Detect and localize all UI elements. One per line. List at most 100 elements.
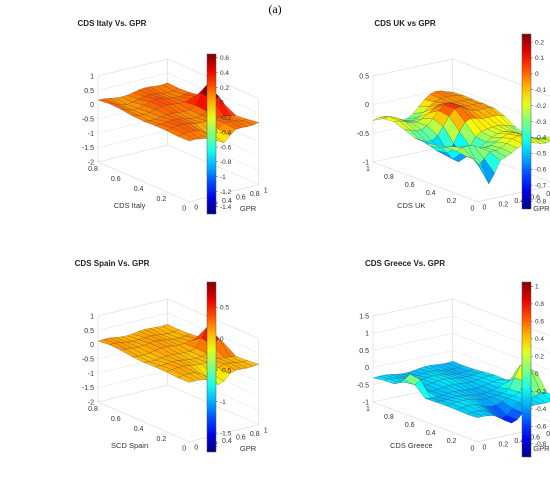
chart-svg-uk: CDS UK vs GPR 0.5 0 -0.5 -11 0.8 0.6 0.4 0.2 0 0 0.… [357, 19, 550, 213]
figure-label: (a) [268, 2, 282, 16]
colorbar-tick-label: 0.4 [535, 336, 544, 343]
y-tick-label: 0.6 [236, 194, 246, 201]
colorbar-tick-label: 0.1 [535, 55, 544, 62]
colorbar-tick-label: -0.2 [535, 389, 547, 396]
colorbar [521, 281, 532, 458]
x-tick-label: 0.6 [111, 176, 121, 183]
z-gridline [97, 144, 259, 185]
surface-patch [466, 412, 484, 418]
colorbar-tick-label: -0.1 [535, 87, 547, 94]
y-axis-label: GPR [240, 204, 257, 213]
colorbar-tick-label: 0.6 [535, 319, 544, 326]
x-tick-label: 1 [366, 166, 370, 173]
chart-svg-spain: CDS Spain Vs. GPR10.50-0.5-1-1.5-20.80.6… [75, 259, 268, 453]
colorbar-tick-label: -1.4 [220, 204, 232, 211]
colorbar-tick-label: 0.5 [220, 304, 229, 311]
y-tick-label: 0.8 [546, 191, 550, 198]
z-gridline [97, 312, 259, 354]
colorbar-tick-label: -1.5 [220, 430, 232, 437]
surface-mesh [372, 360, 550, 424]
z-tick-label: 0 [365, 365, 369, 372]
colorbar-tick-label: 0.2 [535, 39, 544, 46]
z-tick-label: -1.5 [82, 145, 94, 152]
y-tick-label: 0.4 [514, 198, 524, 205]
y-tick-label: 0.8 [250, 191, 260, 198]
colorbar-tick-label: -0.6 [535, 424, 547, 431]
axes-box-floor [97, 144, 259, 202]
colorbar [206, 281, 217, 453]
z-tick-label: 1.5 [359, 314, 369, 321]
colorbar-tick-label: 1 [535, 284, 539, 291]
z-tick-label: 1 [365, 331, 369, 338]
y-axis-label: GPR [533, 204, 550, 213]
z-tick-label: -2 [88, 400, 94, 407]
z-gridline [97, 384, 259, 425]
surface-patch [177, 375, 196, 383]
y-tick-label: 0.2 [498, 441, 508, 448]
colorbar-tick-label: 0 [220, 336, 224, 343]
z-tick-label: -1 [88, 371, 94, 378]
z-gridline [97, 298, 259, 339]
surface-mesh [97, 324, 260, 385]
colorbar [521, 33, 532, 210]
z-tick-label: -1 [363, 160, 369, 167]
colorbar-tick-label: -0.3 [535, 119, 547, 126]
colorbar-tick-label: -0.8 [535, 441, 547, 448]
y-axis-label: GPR [240, 444, 257, 453]
colorbar-tick-label: 0.6 [220, 55, 229, 62]
chart-title: CDS Italy Vs. GPR [78, 19, 147, 28]
z-tick-label: 0 [90, 342, 94, 349]
x-tick-label: 0.6 [405, 182, 415, 189]
colorbar-tick-label: -0.2 [535, 103, 547, 110]
z-tick-label: 0.5 [359, 348, 369, 355]
y-tick-label: 0.2 [498, 201, 508, 208]
axes-box-floor [97, 384, 259, 442]
y-tick-label: 1 [264, 188, 268, 195]
z-tick-label: -1.5 [82, 385, 94, 392]
surface-patch [177, 133, 196, 142]
x-tick-label: 0.8 [88, 166, 98, 173]
colorbar-tick-label: -0.5 [220, 367, 232, 374]
y-tick-label: 0.4 [514, 438, 524, 445]
colorbar-tick-label: 0.4 [220, 70, 229, 77]
x-tick-label: 0.2 [157, 436, 167, 443]
x-tick-label: 0.4 [426, 430, 436, 437]
z-tick-label: 0 [365, 102, 369, 109]
y-tick-label: 0.4 [222, 438, 232, 445]
x-axis-label: CDS Italy [114, 201, 146, 210]
colorbar [206, 53, 217, 215]
surface-mesh [97, 82, 260, 143]
x-tick-label: 0 [182, 206, 186, 213]
x-tick-label: 0.8 [88, 406, 98, 413]
z-tick-label: 1 [90, 74, 94, 81]
chart-title: CDS UK vs GPR [374, 19, 436, 28]
colorbar-tick-label: -0.8 [535, 198, 547, 205]
colorbar-tick-label: -0.8 [220, 159, 232, 166]
x-tick-label: 0.6 [405, 422, 415, 429]
z-tick-label: -0.5 [357, 131, 369, 138]
colorbar-tick-label: 0.2 [220, 85, 229, 92]
y-tick-label: 0.6 [530, 434, 540, 441]
y-tick-label: 0.6 [530, 194, 540, 201]
y-tick-label: 0.8 [546, 431, 550, 438]
z-tick-label: 0.5 [84, 88, 94, 95]
z-tick-label: -0.5 [82, 117, 94, 124]
colorbar-tick-label: -1 [220, 174, 226, 181]
x-tick-label: 0 [182, 446, 186, 453]
z-tick-label: -1 [88, 131, 94, 138]
y-tick-label: 0.8 [250, 431, 260, 438]
colorbar-tick-label: -0.4 [220, 129, 232, 136]
x-tick-label: 1 [366, 406, 370, 413]
colorbar-tick-label: -0.6 [535, 167, 547, 174]
y-tick-label: 0.6 [236, 434, 246, 441]
colorbar-tick-label: -0.5 [535, 151, 547, 158]
x-tick-label: 0.8 [384, 414, 394, 421]
colorbar-tick-label: 0.8 [535, 301, 544, 308]
chart-panel-uk: CDS UK vs GPR 0.5 0 -0.5 -1 1 0.8 0.6 0.4 0.2 0 0 0.… [275, 14, 550, 259]
surface-mesh [372, 90, 550, 185]
z-tick-label: 1 [90, 314, 94, 321]
colorbar-tick-label: -0.4 [535, 135, 547, 142]
z-tick-label: -0.5 [357, 382, 369, 389]
x-axis-label: SCD Spain [111, 441, 148, 450]
x-tick-label: 0.4 [134, 186, 144, 193]
